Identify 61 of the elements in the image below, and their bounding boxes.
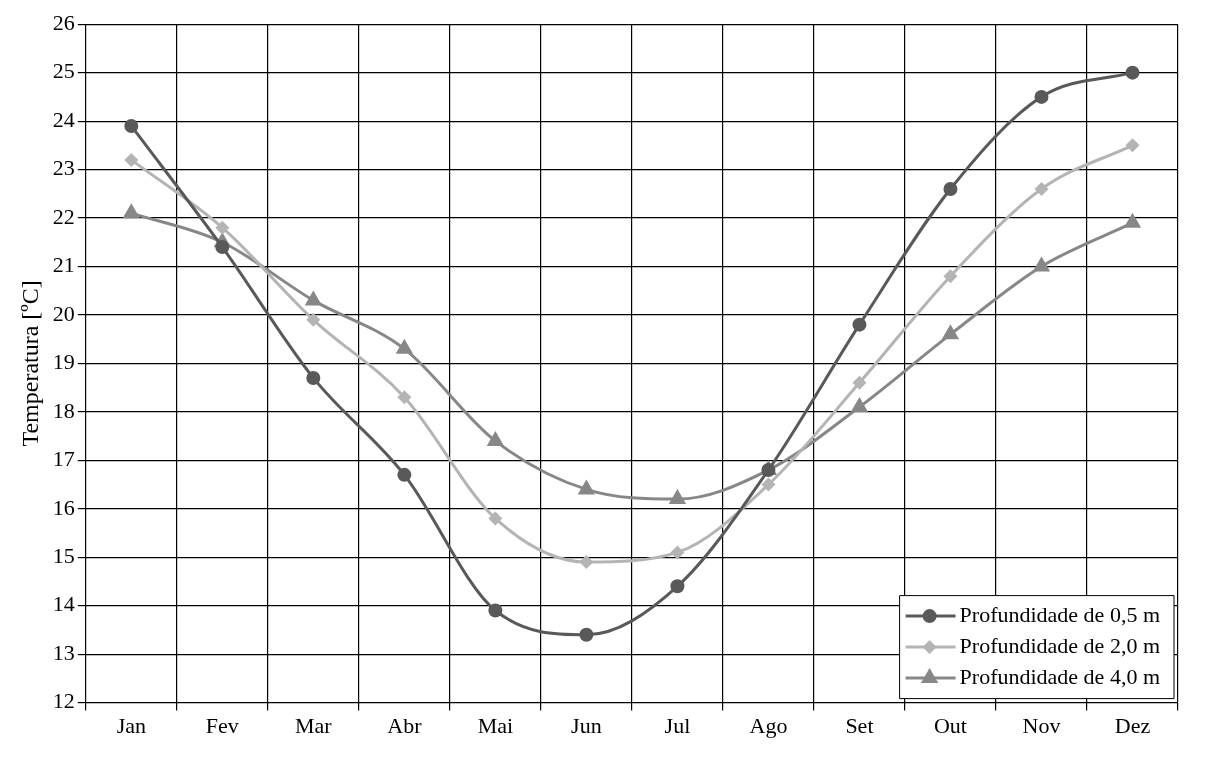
y-tick-label: 25 (52, 58, 75, 84)
x-tick-label: Mar (295, 712, 333, 738)
x-tick-label: Ago (749, 712, 788, 738)
point (1125, 138, 1140, 153)
x-tick-label: Jan (116, 712, 146, 738)
point (579, 627, 594, 642)
y-tick-label: 14 (52, 591, 75, 617)
y-tick-label: 18 (52, 397, 75, 423)
point (122, 203, 140, 219)
point (668, 489, 687, 505)
legend-label: Profundidade de 4,0 m (959, 663, 1160, 689)
x-tick-label: Jun (571, 712, 602, 738)
point (124, 118, 139, 133)
x-tick-label: Set (845, 712, 874, 738)
point (1034, 89, 1049, 104)
y-tick-label: 23 (52, 155, 75, 181)
point (1034, 181, 1049, 196)
point (852, 317, 867, 332)
point (850, 397, 869, 413)
point (579, 555, 594, 570)
x-tick-label: Mai (477, 712, 514, 738)
point (1032, 256, 1051, 272)
point (306, 370, 321, 385)
legend-label: Profundidade de 0,5 m (959, 601, 1160, 627)
y-axis-title: Temperatura [ºC] (16, 280, 43, 447)
x-tick-label: Out (933, 712, 967, 738)
x-tick-label: Abr (387, 712, 423, 738)
y-tick-label: 20 (52, 300, 75, 326)
point (1125, 65, 1140, 80)
point (124, 152, 139, 167)
y-tick-label: 17 (52, 446, 75, 472)
point (670, 579, 685, 594)
point (215, 220, 230, 235)
legend-label: Profundidade de 2,0 m (959, 632, 1160, 658)
point (852, 375, 867, 390)
x-tick-label: Nov (1022, 712, 1061, 738)
point (215, 240, 230, 255)
y-tick-label: 24 (52, 106, 75, 132)
point (943, 269, 958, 284)
x-tick-label: Dez (1114, 712, 1151, 738)
y-tick-label: 12 (52, 688, 75, 714)
point (397, 467, 412, 482)
point (670, 545, 685, 560)
x-tick-label: Jul (664, 712, 691, 738)
y-tick-label: 22 (52, 203, 75, 229)
y-tick-label: 13 (52, 639, 75, 665)
point (304, 290, 322, 306)
x-tick-label: Fev (205, 712, 239, 738)
y-tick-label: 26 (52, 9, 75, 35)
point (577, 479, 596, 495)
point (397, 390, 412, 405)
point (943, 181, 958, 196)
point (488, 511, 503, 526)
point (761, 477, 776, 492)
y-tick-label: 16 (52, 494, 75, 520)
y-tick-label: 21 (52, 252, 75, 278)
y-tick-label: 15 (52, 543, 75, 569)
y-tick-label: 19 (52, 349, 75, 375)
point (306, 312, 321, 327)
point (941, 324, 960, 340)
point (488, 603, 503, 618)
